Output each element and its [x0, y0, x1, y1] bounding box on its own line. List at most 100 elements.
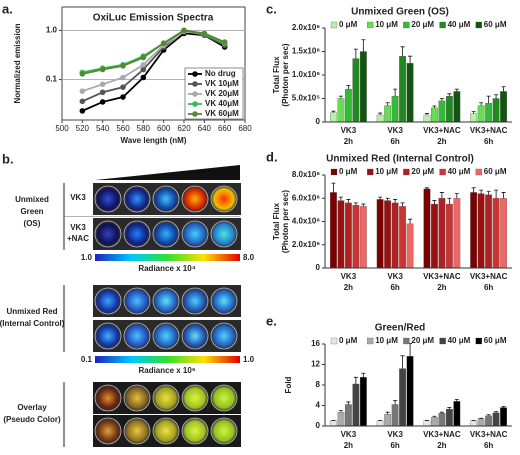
bar	[453, 401, 461, 427]
error-bar	[494, 94, 499, 99]
well-image	[123, 185, 151, 213]
x-tick-label: 6h	[484, 283, 493, 292]
bar	[376, 114, 384, 123]
bar	[485, 194, 493, 269]
scale-label: Radiance x 10⁶	[138, 366, 195, 375]
error-bar	[439, 192, 444, 199]
error-bar	[408, 218, 413, 224]
point	[79, 108, 86, 114]
legend-label: VK 20μM	[205, 89, 239, 98]
y-tick-label: 1.5x10⁶	[292, 47, 320, 56]
point	[181, 27, 187, 34]
point	[140, 66, 147, 73]
chart-title: OxiLuc Emission Spectra	[93, 13, 214, 24]
well-image	[94, 287, 122, 315]
error-bar	[486, 190, 491, 195]
scale-max: 1.0	[243, 355, 255, 364]
bar	[470, 420, 478, 427]
x-tick-label: 600	[157, 124, 171, 133]
y-tick-label: 0	[316, 421, 321, 430]
y-tick-label: 2.0x10⁶	[292, 240, 320, 249]
error-bar	[454, 398, 459, 402]
legend-marker	[192, 71, 198, 77]
bar	[423, 420, 431, 427]
legend-marker	[192, 111, 198, 117]
legend-swatch	[475, 337, 482, 345]
x-tick-label: 2h	[344, 441, 353, 450]
bar	[384, 200, 392, 269]
x-tick-label: 520	[76, 124, 90, 133]
chart-title: Unmixed Red (Internal Control)	[326, 154, 474, 165]
error-bar	[432, 200, 437, 205]
legend-marker	[192, 101, 198, 107]
error-bar	[501, 406, 506, 408]
bar	[485, 415, 493, 427]
point	[79, 88, 86, 94]
error-bar	[393, 88, 398, 97]
legend-label: 20 μM	[411, 167, 434, 176]
plot-frame	[61, 6, 246, 121]
y-axis-label: (Photon per sec)	[281, 190, 290, 253]
bar	[438, 100, 446, 123]
point	[79, 71, 86, 77]
error-bar	[346, 199, 351, 203]
point	[99, 99, 106, 105]
x-tick-label: VK3	[341, 430, 357, 439]
legend-swatch	[403, 21, 410, 29]
error-bar	[346, 84, 351, 90]
green-label: (OS)	[24, 219, 41, 228]
x-tick-label: VK3+NAC	[470, 272, 508, 281]
well-image	[152, 417, 180, 445]
well-image	[123, 220, 151, 248]
error-bar	[471, 187, 476, 193]
point	[140, 61, 147, 68]
bar	[384, 105, 392, 123]
x-tick-label: 6h	[390, 137, 399, 146]
error-bar	[393, 399, 398, 405]
point	[221, 39, 228, 45]
panel-label: a.	[2, 1, 13, 16]
error-bar	[454, 88, 459, 92]
legend-label: 20 μM	[411, 20, 434, 29]
error-bar	[447, 407, 452, 410]
well-image	[181, 220, 209, 248]
well-image	[181, 185, 209, 213]
well-image	[123, 384, 151, 412]
well-image	[123, 287, 151, 315]
bar	[453, 198, 461, 269]
legend-swatch	[367, 21, 374, 29]
well-image	[181, 384, 209, 412]
y-axis-label: Normalized emission	[13, 23, 22, 103]
error-bar	[331, 110, 336, 113]
bar	[344, 404, 352, 427]
point	[120, 84, 126, 90]
well-image	[152, 384, 180, 412]
legend-swatch	[403, 337, 410, 345]
legend-label: No drug	[205, 69, 236, 78]
bar	[500, 407, 507, 427]
bar	[384, 414, 392, 427]
legend-label: VK 10μM	[205, 79, 239, 88]
legend-label: 60 μM	[484, 20, 507, 29]
bar	[330, 420, 337, 427]
error-bar	[471, 419, 476, 421]
point	[201, 30, 208, 37]
well-image	[94, 220, 122, 248]
bar	[337, 412, 345, 427]
error-bar	[501, 192, 506, 199]
error-bar	[338, 410, 343, 413]
error-bar	[424, 187, 429, 189]
panel-label: e.	[266, 313, 277, 328]
row-label: VK3	[70, 223, 86, 232]
bar	[492, 198, 500, 269]
bar	[485, 103, 493, 123]
well-image	[210, 185, 238, 213]
bar	[492, 412, 500, 427]
error-bar	[361, 203, 366, 207]
x-tick-label: 620	[177, 124, 191, 133]
bar	[376, 199, 384, 269]
bar	[477, 193, 485, 269]
y-axis-label: Total Flux	[272, 202, 281, 240]
bar	[470, 192, 478, 269]
x-tick-label: 540	[96, 124, 110, 133]
